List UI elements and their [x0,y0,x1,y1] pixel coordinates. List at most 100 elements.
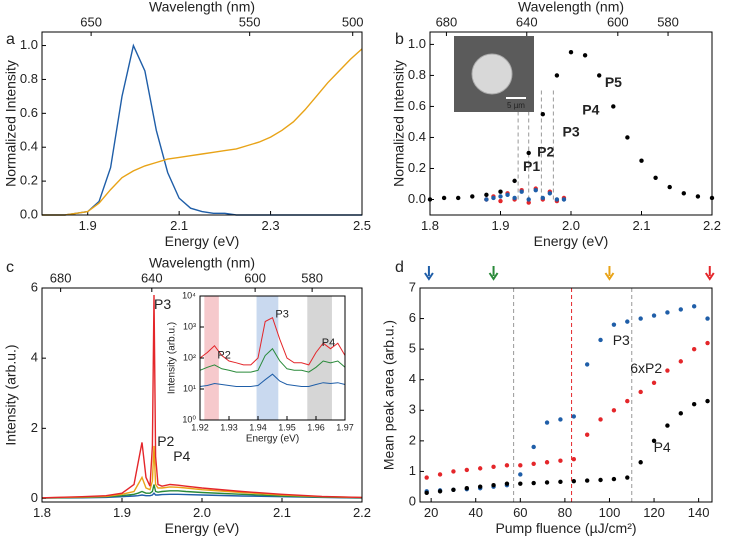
point [441,195,447,201]
arrow [488,266,499,281]
y-axis-label: Intensity (arb.u.) [167,322,178,394]
point [625,135,630,140]
point [491,482,496,488]
y-tick-label: 0 [409,493,416,508]
y-tick-label: 3 [409,402,416,417]
x2-tick-label: 640 [141,270,163,285]
x2-tick-label: 500 [342,14,364,29]
point [504,463,510,468]
line-series [41,445,363,499]
series-label: P3 [613,332,630,348]
point [484,192,489,198]
point [568,49,574,55]
point [512,195,517,201]
highlight-band [256,296,279,420]
point [470,194,475,199]
point [531,461,536,466]
point [678,307,683,312]
plot-frame [41,31,363,216]
y-tick-label: 0.0 [408,191,426,206]
y-axis-label: Intensity (arb.u.) [3,344,19,445]
point [705,340,710,346]
x-tick-label: 1.9 [491,218,509,233]
point [531,444,536,450]
series-label: P4 [654,439,671,455]
point [437,472,443,477]
point [625,319,630,324]
arrow [704,266,715,281]
point [498,189,503,194]
plot-frame [199,295,346,421]
point [491,195,496,201]
highlight-band [204,296,219,420]
peak-label: P4 [582,101,599,117]
y-tick-label: 7 [409,279,416,294]
line-series [42,48,363,216]
x-tick-label: 40 [468,505,482,520]
x2-tick-label: 600 [244,270,266,285]
y-tick-label: 4 [31,350,38,365]
point [518,472,523,477]
point [540,195,545,201]
y-tick-label: 2 [409,432,416,447]
x-tick-label: 2.0 [562,218,580,233]
y-axis-label: Mean peak area (arb.u.) [381,320,397,470]
x-tick-label: 2.2 [353,505,371,520]
point [558,479,563,485]
y-tick-label: 0.4 [20,139,38,154]
y-tick-label: 0.2 [20,173,38,188]
peak-label: P1 [523,158,540,174]
panel-label: c [6,259,14,276]
panel: 1.92 1.93 1.94 1.95 1.96 1.97 10⁰ 10¹ 10² 10³ 10⁴ E… [167,290,354,444]
x-tick-label: 1.8 [33,505,51,520]
point [625,398,630,404]
peak-label: P2 [157,433,174,449]
point [638,316,643,321]
x2-tick-label: 680 [50,270,72,285]
x-tick-label: 1.97 [336,422,354,432]
x2-tick-label: 600 [607,14,629,29]
panel: 1.8 1.9 2.0 2.1 2.2 0 2 4 6 680 640 600 580 Energy (e… [3,255,371,536]
x-tick-label: 60 [513,505,527,520]
y-tick-label: 4 [409,371,416,386]
line-series [41,294,363,499]
point [665,310,670,315]
y-tick-label: 0.8 [20,71,38,86]
line-series [199,373,346,387]
x2-tick-label: 650 [80,14,102,29]
point [544,480,550,485]
x-tick-label: 2.1 [632,218,650,233]
point [451,469,456,474]
x-tick-label: 1.95 [278,422,296,432]
point [651,313,657,318]
series-label: 6xP2 [630,360,662,376]
x-tick-label: 1.9 [113,505,131,520]
point [651,380,657,385]
sem-sphere [471,53,513,95]
y-tick-label: 0.6 [20,105,38,120]
peak-label: P3 [275,309,288,321]
point [504,481,510,486]
line-series [199,316,346,366]
point [544,420,550,425]
arrow [604,266,615,281]
x-tick-label: 1.8 [421,218,439,233]
x-tick-label: 2.0 [193,505,211,520]
x-tick-label: 1.9 [79,218,97,233]
point [484,197,489,202]
plot-frame [419,287,713,503]
line-series [199,347,346,373]
point [691,401,697,407]
point [498,194,503,199]
point [571,414,577,419]
x-tick-label: 80 [558,505,572,520]
x-tick-label: 1.92 [191,422,209,432]
peak-label: P4 [173,448,190,464]
point [561,197,567,202]
point [651,438,657,444]
peak-label: P5 [605,74,622,90]
x-axis-label: Energy (eV) [534,233,609,249]
y-tick-label: 0.6 [408,98,426,113]
point [665,423,670,428]
x-tick-label: 2.1 [273,505,291,520]
